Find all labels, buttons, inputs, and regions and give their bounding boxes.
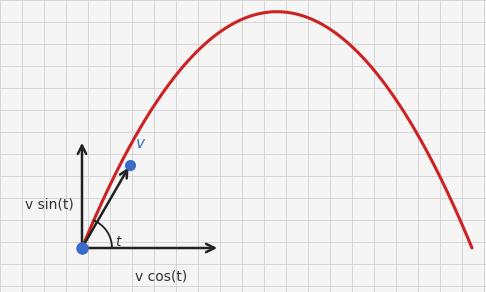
Text: v cos(t): v cos(t) bbox=[135, 270, 187, 284]
Text: v sin(t): v sin(t) bbox=[25, 197, 74, 211]
Text: v: v bbox=[136, 136, 145, 151]
Text: t: t bbox=[115, 235, 121, 249]
